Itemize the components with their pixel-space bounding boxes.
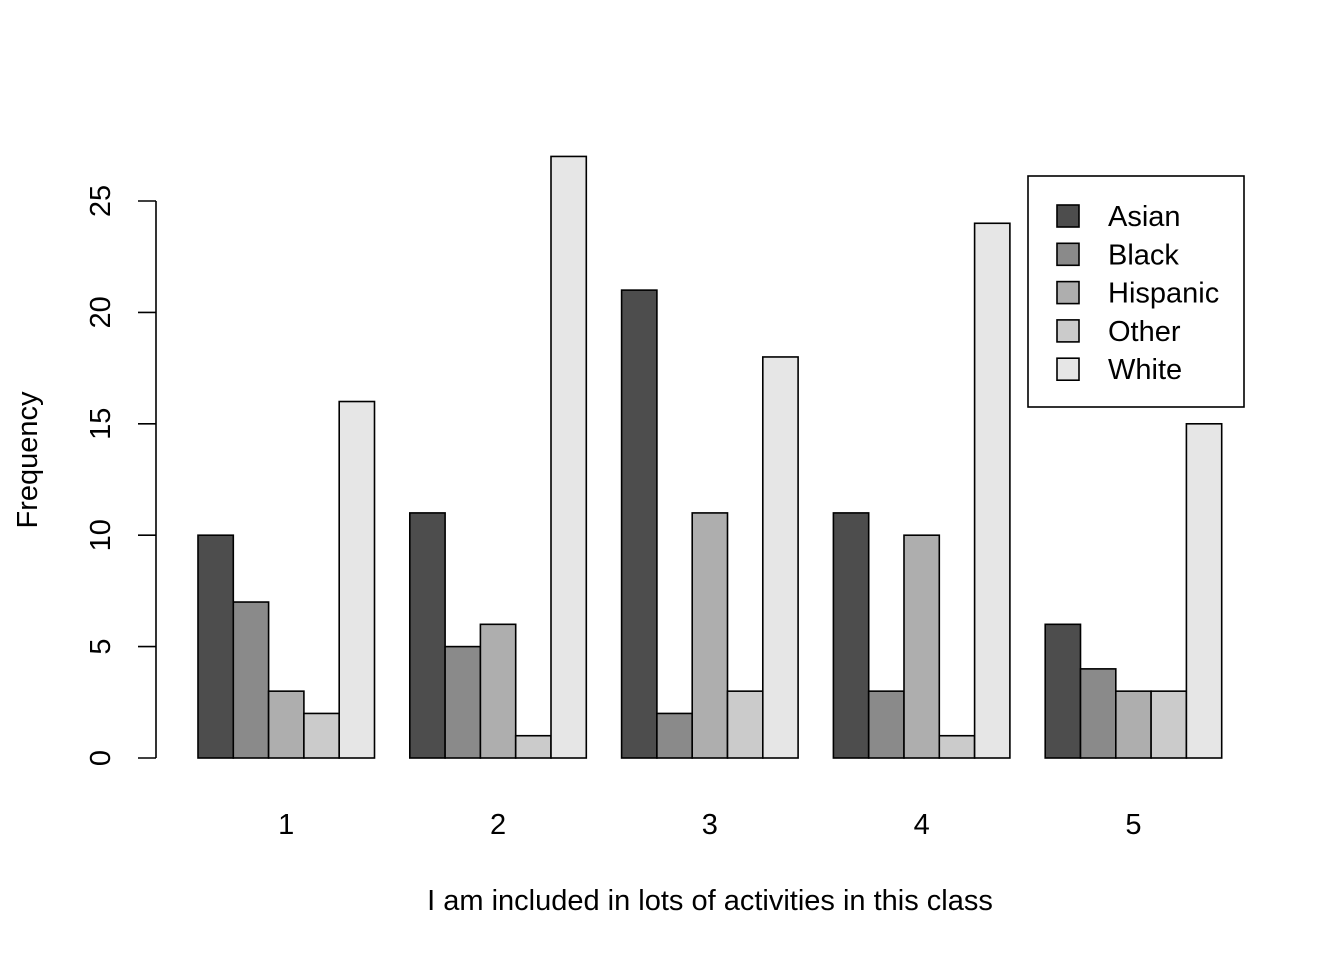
bar-black-5 (1079, 668, 1117, 759)
legend-swatch-white (1056, 357, 1080, 382)
y-tick-label-15: 15 (85, 408, 117, 440)
legend-swatch-hispanic (1056, 280, 1080, 305)
legend-label-asian: Asian (1108, 201, 1181, 233)
legend-swatch-black (1056, 242, 1080, 267)
bar-asian-5 (1044, 623, 1082, 759)
x-tick-label-3: 3 (702, 809, 718, 841)
x-tick-label-5: 5 (1125, 809, 1141, 841)
legend-label-hispanic: Hispanic (1108, 278, 1219, 310)
bar-black-1 (232, 601, 270, 759)
legend: Asian Black Hispanic Other White (1027, 175, 1245, 408)
x-tick-label-1: 1 (278, 809, 294, 841)
y-tick-label-5: 5 (85, 639, 117, 655)
bar-hispanic-5 (1115, 690, 1152, 759)
legend-swatch-other (1056, 319, 1080, 343)
bar-hispanic-1 (267, 690, 305, 759)
y-axis: 0 5 10 15 20 25 (85, 185, 157, 766)
bar-other-1 (303, 712, 340, 759)
x-tick-label-2: 2 (490, 809, 506, 841)
x-axis-title: I am included in lots of activities in t… (427, 885, 993, 917)
bar-black-4 (867, 690, 905, 759)
bars-layer (197, 155, 1223, 759)
bar-other-3 (726, 690, 764, 759)
bar-asian-2 (408, 512, 446, 759)
bar-other-2 (514, 734, 552, 759)
bar-other-5 (1150, 690, 1188, 759)
bar-asian-3 (620, 289, 658, 759)
bar-white-3 (761, 356, 799, 759)
legend-swatch-asian (1056, 204, 1080, 228)
legend-label-white: White (1108, 354, 1182, 386)
legend-label-other: Other (1108, 316, 1181, 348)
y-tick-label-25: 25 (85, 185, 117, 217)
y-tick-label-10: 10 (85, 519, 117, 551)
bar-hispanic-4 (903, 534, 941, 759)
bar-white-5 (1185, 422, 1223, 759)
y-tick-label-0: 0 (85, 750, 117, 766)
legend-label-black: Black (1108, 239, 1179, 271)
x-tick-label-4: 4 (914, 809, 930, 841)
bar-black-2 (444, 645, 482, 759)
bar-white-2 (550, 155, 588, 759)
x-axis: 1 2 3 4 5 (278, 809, 1141, 841)
bar-other-4 (938, 734, 976, 759)
bar-asian-4 (832, 512, 870, 759)
y-tick-label-20: 20 (85, 296, 117, 328)
bar-white-4 (973, 222, 1011, 759)
bar-black-3 (656, 712, 694, 759)
bar-asian-1 (197, 534, 235, 759)
y-axis-title: Frequency (12, 391, 44, 529)
bar-white-1 (338, 400, 376, 759)
bar-hispanic-2 (479, 623, 517, 759)
bar-hispanic-3 (691, 512, 729, 759)
